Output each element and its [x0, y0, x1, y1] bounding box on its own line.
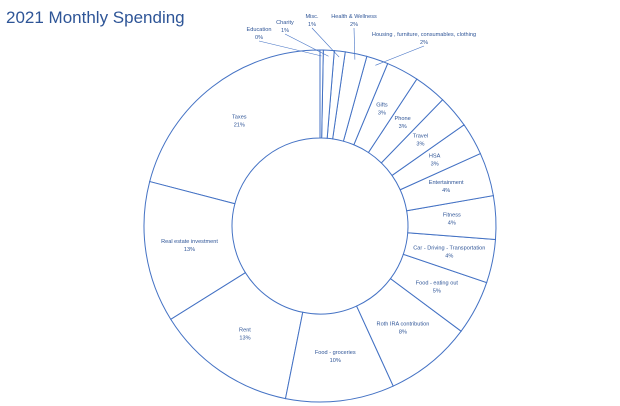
label-food-eating-out: Food - eating out 5% [416, 280, 459, 294]
label-percent: 2% [350, 22, 358, 28]
label-percent: 1% [281, 28, 289, 34]
label-name: Car - Driving - Transportation [413, 245, 485, 251]
leader-lines-group [258, 27, 425, 66]
label-name: Real estate investment [161, 239, 218, 245]
label-name: Travel [413, 133, 428, 139]
leader-health-wellness [353, 27, 356, 60]
label-name: Taxes [232, 115, 247, 121]
leader-charity [284, 33, 329, 57]
label-phone: Phone 3% [395, 116, 411, 130]
label-roth-ira-contribution: Roth IRA contribution 8% [377, 322, 430, 336]
label-percent: 3% [399, 124, 407, 130]
label-name: Charity [276, 20, 294, 26]
label-percent: 4% [445, 253, 453, 259]
leader-housing-furniture-consumables-clothing [375, 45, 425, 66]
label-real-estate-investment: Real estate investment 13% [161, 239, 218, 253]
label-percent: 10% [330, 358, 341, 364]
slice-taxes [149, 49, 321, 205]
label-percent: 13% [184, 247, 195, 253]
slice-education [319, 49, 324, 139]
label-percent: 3% [378, 110, 386, 116]
label-percent: 13% [239, 336, 250, 342]
label-percent: 1% [308, 22, 316, 28]
label-health-wellness: Health & Wellness 2% [331, 14, 377, 28]
label-percent: 8% [399, 330, 407, 336]
label-taxes: Taxes 21% [232, 115, 247, 129]
label-misc: Misc. 1% [305, 14, 318, 28]
label-gifts: Gifts 3% [376, 102, 388, 116]
leader-misc [311, 27, 340, 58]
label-percent: 3% [431, 162, 439, 168]
slices-group [143, 49, 497, 403]
label-fitness: Fitness 4% [443, 213, 461, 227]
label-name: Misc. [305, 14, 318, 20]
label-name: Fitness [443, 213, 461, 219]
label-name: Food - eating out [416, 280, 459, 286]
label-hsa: HSA 3% [429, 154, 441, 168]
label-travel: Travel 3% [413, 133, 428, 147]
label-name: Roth IRA contribution [377, 322, 430, 328]
label-name: Food - groceries [315, 350, 356, 356]
label-name: HSA [429, 154, 441, 160]
label-entertainment: Entertainment 4% [429, 180, 464, 194]
label-rent: Rent 13% [239, 328, 251, 342]
labels-group: Taxes 21% Real estate investment 13% Rent 13%… [161, 14, 485, 364]
leader-education [258, 40, 322, 57]
label-name: Rent [239, 328, 251, 334]
label-percent: 21% [234, 123, 245, 129]
label-percent: 2% [420, 40, 428, 46]
label-name: Entertainment [429, 180, 464, 186]
label-name: Health & Wellness [331, 14, 377, 20]
label-name: Gifts [376, 102, 388, 108]
chart-title: 2021 Monthly Spending [6, 8, 185, 27]
label-charity: Charity 1% [276, 20, 294, 34]
label-housing-furniture-consumables-clothing: Housing , furniture, consumables, clothi… [372, 32, 476, 46]
label-name: Housing , furniture, consumables, clothi… [372, 32, 476, 38]
label-name: Phone [395, 116, 411, 122]
label-food-groceries: Food - groceries 10% [315, 350, 356, 364]
label-car-driving-transportation: Car - Driving - Transportation 4% [413, 245, 485, 259]
label-percent: 4% [448, 221, 456, 227]
label-percent: 0% [255, 35, 263, 41]
label-name: Education [247, 27, 272, 33]
label-percent: 3% [416, 141, 424, 147]
label-education: Education 0% [247, 27, 272, 41]
label-percent: 5% [433, 288, 441, 294]
label-percent: 4% [442, 188, 450, 194]
